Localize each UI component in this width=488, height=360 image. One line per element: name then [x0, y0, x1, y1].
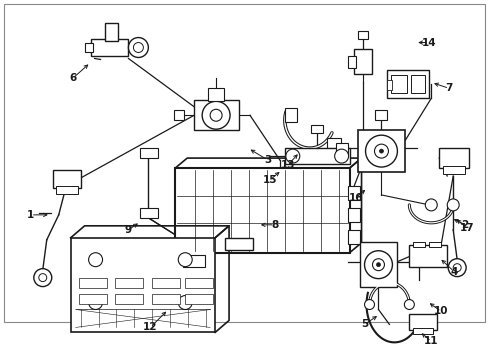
- Bar: [56, 186, 78, 194]
- Bar: [53, 170, 81, 188]
- Bar: [353, 49, 371, 75]
- Circle shape: [178, 253, 192, 267]
- Circle shape: [452, 264, 460, 272]
- Circle shape: [404, 300, 413, 310]
- Bar: [140, 148, 158, 158]
- Circle shape: [128, 37, 148, 58]
- Circle shape: [447, 259, 465, 276]
- Text: 11: 11: [423, 336, 438, 346]
- Circle shape: [285, 149, 299, 163]
- Circle shape: [202, 101, 229, 129]
- Circle shape: [34, 269, 52, 287]
- Bar: [224, 238, 252, 250]
- Text: 2: 2: [461, 220, 468, 230]
- Bar: [347, 186, 359, 200]
- Circle shape: [364, 300, 374, 310]
- Text: 8: 8: [271, 220, 278, 230]
- Bar: [194, 100, 239, 130]
- Text: 9: 9: [124, 225, 132, 235]
- Text: 13: 13: [280, 160, 294, 170]
- Bar: [152, 278, 180, 288]
- Circle shape: [379, 149, 383, 153]
- Bar: [408, 245, 447, 267]
- Text: 3: 3: [264, 155, 271, 165]
- Bar: [386, 71, 428, 98]
- Bar: [115, 293, 143, 303]
- Bar: [115, 278, 143, 288]
- Circle shape: [210, 109, 222, 121]
- Circle shape: [334, 149, 348, 163]
- Circle shape: [425, 199, 436, 211]
- Bar: [185, 293, 213, 303]
- Bar: [174, 110, 184, 120]
- Circle shape: [39, 274, 47, 282]
- Text: 17: 17: [459, 223, 473, 233]
- Bar: [326, 138, 340, 148]
- Bar: [442, 166, 464, 174]
- Bar: [71, 238, 215, 332]
- Bar: [359, 242, 397, 287]
- Text: 15: 15: [262, 175, 277, 185]
- Circle shape: [374, 144, 387, 158]
- Text: 10: 10: [433, 306, 447, 316]
- Bar: [285, 108, 296, 122]
- Circle shape: [376, 263, 380, 267]
- Text: 7: 7: [445, 84, 452, 93]
- Circle shape: [364, 251, 392, 279]
- Bar: [79, 293, 106, 303]
- Bar: [140, 208, 158, 218]
- Bar: [408, 315, 436, 330]
- Bar: [347, 230, 359, 244]
- Text: 6: 6: [69, 73, 76, 84]
- Bar: [357, 31, 367, 39]
- Text: 1: 1: [27, 210, 34, 220]
- Circle shape: [88, 296, 102, 310]
- Circle shape: [133, 42, 143, 53]
- Bar: [104, 23, 118, 41]
- Bar: [412, 328, 432, 334]
- Bar: [347, 208, 359, 222]
- Text: 4: 4: [449, 267, 457, 276]
- Bar: [79, 278, 106, 288]
- Text: 14: 14: [421, 37, 436, 48]
- Bar: [357, 130, 405, 172]
- Text: 12: 12: [143, 323, 157, 332]
- Bar: [335, 143, 347, 155]
- Circle shape: [447, 199, 458, 211]
- Text: 16: 16: [347, 193, 362, 203]
- Bar: [375, 110, 386, 120]
- Bar: [428, 242, 440, 247]
- Bar: [152, 293, 180, 303]
- Bar: [183, 255, 205, 267]
- Circle shape: [365, 135, 397, 167]
- Bar: [410, 75, 425, 93]
- Bar: [347, 57, 355, 68]
- Bar: [90, 39, 128, 57]
- Text: 5: 5: [360, 319, 367, 329]
- Bar: [390, 75, 407, 93]
- Circle shape: [178, 296, 192, 310]
- Bar: [285, 148, 349, 164]
- Circle shape: [372, 259, 384, 271]
- Bar: [208, 88, 224, 101]
- Bar: [175, 168, 349, 253]
- Bar: [386, 80, 392, 90]
- Bar: [185, 278, 213, 288]
- Bar: [412, 242, 425, 247]
- Bar: [84, 42, 92, 53]
- Circle shape: [88, 253, 102, 267]
- Bar: [310, 125, 322, 133]
- Bar: [4, 4, 484, 323]
- Bar: [438, 148, 468, 168]
